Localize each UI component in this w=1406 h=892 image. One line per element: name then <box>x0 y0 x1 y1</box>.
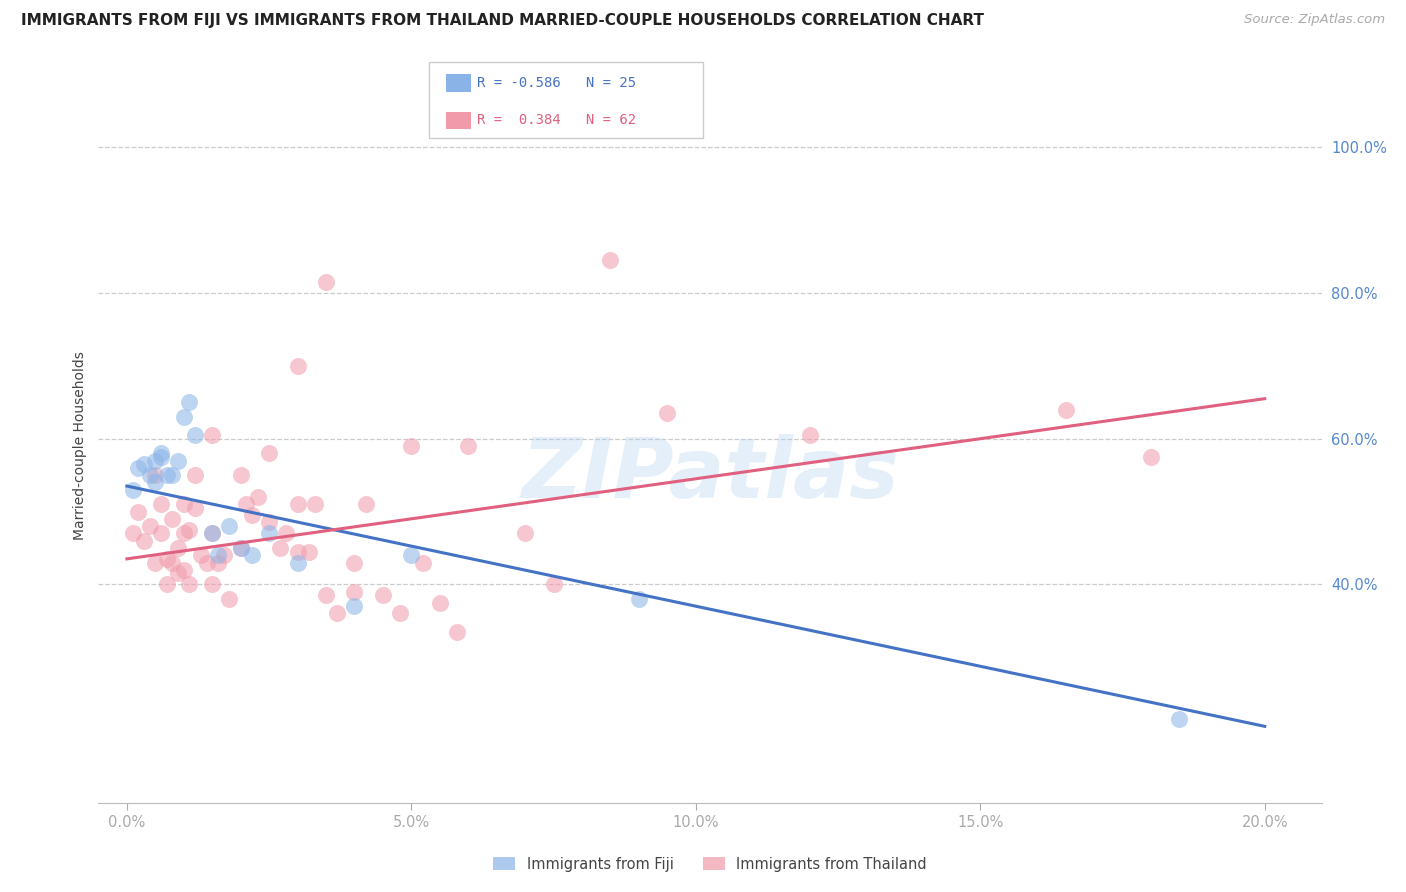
Point <box>287 556 309 570</box>
Point <box>201 526 224 541</box>
Point <box>121 526 143 541</box>
Point <box>162 512 184 526</box>
Text: ZIPatlas: ZIPatlas <box>522 434 898 515</box>
Point <box>162 468 184 483</box>
Point <box>229 541 252 555</box>
Point <box>229 541 252 555</box>
Point <box>287 497 309 511</box>
Point <box>121 483 143 497</box>
Point <box>167 453 190 467</box>
Point <box>201 526 224 541</box>
Point <box>388 607 411 621</box>
Point <box>156 468 179 483</box>
Point <box>173 526 195 541</box>
Point <box>143 475 166 490</box>
Point <box>401 548 423 562</box>
Point <box>240 508 263 523</box>
Point <box>429 596 451 610</box>
Point <box>173 497 195 511</box>
Point <box>276 526 298 541</box>
Point <box>543 577 565 591</box>
Point <box>326 607 349 621</box>
Point <box>195 556 218 570</box>
Point <box>412 556 434 570</box>
Point <box>229 468 252 483</box>
Point <box>304 497 326 511</box>
Point <box>150 450 173 464</box>
Point <box>156 552 179 566</box>
Point <box>167 566 190 581</box>
Point <box>513 526 536 541</box>
Point <box>240 548 263 562</box>
Point <box>315 275 337 289</box>
Point <box>184 468 207 483</box>
Point <box>173 409 195 424</box>
Point <box>179 577 201 591</box>
Point <box>657 406 679 420</box>
Point <box>1168 712 1191 726</box>
Point <box>150 526 173 541</box>
Point <box>184 500 207 515</box>
Point <box>627 591 650 606</box>
Point <box>156 577 179 591</box>
Point <box>179 395 201 409</box>
Point <box>190 548 212 562</box>
Point <box>457 439 479 453</box>
Point <box>127 460 149 475</box>
Point <box>371 588 394 602</box>
Point <box>167 541 190 555</box>
Point <box>207 548 229 562</box>
Point <box>269 541 291 555</box>
Point <box>127 504 149 518</box>
Point <box>235 497 257 511</box>
Point <box>343 599 366 614</box>
Point <box>184 428 207 442</box>
Point <box>257 446 280 460</box>
Point <box>201 577 224 591</box>
Point <box>138 519 160 533</box>
Point <box>1140 450 1163 464</box>
Point <box>218 519 240 533</box>
Text: R = -0.586   N = 25: R = -0.586 N = 25 <box>477 76 636 90</box>
Point <box>287 359 309 373</box>
Point <box>343 584 366 599</box>
Point <box>207 556 229 570</box>
Y-axis label: Married-couple Households: Married-couple Households <box>73 351 87 541</box>
Text: IMMIGRANTS FROM FIJI VS IMMIGRANTS FROM THAILAND MARRIED-COUPLE HOUSEHOLDS CORRE: IMMIGRANTS FROM FIJI VS IMMIGRANTS FROM … <box>21 13 984 29</box>
Point <box>257 526 280 541</box>
Point <box>201 428 224 442</box>
Text: R =  0.384   N = 62: R = 0.384 N = 62 <box>477 113 636 128</box>
Point <box>173 563 195 577</box>
Point <box>343 556 366 570</box>
Point <box>132 533 155 548</box>
Text: Source: ZipAtlas.com: Source: ZipAtlas.com <box>1244 13 1385 27</box>
Point <box>257 516 280 530</box>
Point <box>138 468 160 483</box>
Point <box>287 544 309 558</box>
Point <box>315 588 337 602</box>
Point <box>150 446 173 460</box>
Point <box>401 439 423 453</box>
Point <box>179 523 201 537</box>
Point <box>246 490 269 504</box>
Point <box>143 556 166 570</box>
Point <box>298 544 321 558</box>
Point <box>212 548 235 562</box>
Point <box>143 468 166 483</box>
Point <box>354 497 377 511</box>
Point <box>132 457 155 471</box>
Point <box>599 253 621 268</box>
Point <box>446 624 468 639</box>
Point <box>143 453 166 467</box>
Point <box>218 591 240 606</box>
Point <box>799 428 821 442</box>
Legend: Immigrants from Fiji, Immigrants from Thailand: Immigrants from Fiji, Immigrants from Th… <box>488 851 932 878</box>
Point <box>162 556 184 570</box>
Point <box>150 497 173 511</box>
Point <box>1054 402 1077 417</box>
